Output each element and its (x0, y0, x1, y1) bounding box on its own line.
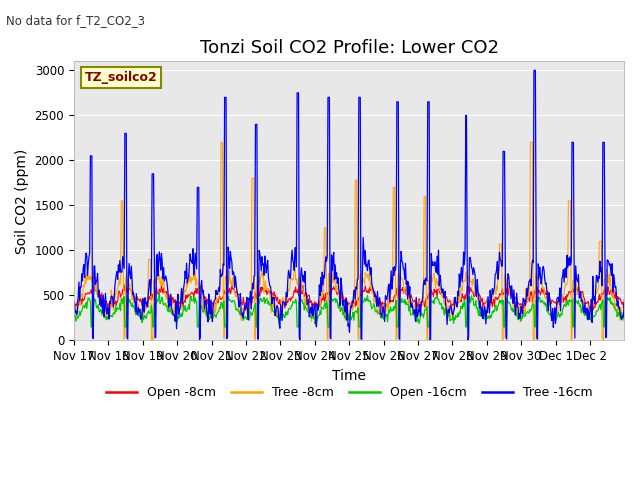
X-axis label: Time: Time (332, 369, 366, 383)
Text: TZ_soilco2: TZ_soilco2 (85, 71, 157, 84)
Legend: Open -8cm, Tree -8cm, Open -16cm, Tree -16cm: Open -8cm, Tree -8cm, Open -16cm, Tree -… (100, 381, 598, 404)
Text: No data for f_T2_CO2_3: No data for f_T2_CO2_3 (6, 14, 145, 27)
Title: Tonzi Soil CO2 Profile: Lower CO2: Tonzi Soil CO2 Profile: Lower CO2 (200, 39, 499, 57)
Y-axis label: Soil CO2 (ppm): Soil CO2 (ppm) (15, 148, 29, 253)
